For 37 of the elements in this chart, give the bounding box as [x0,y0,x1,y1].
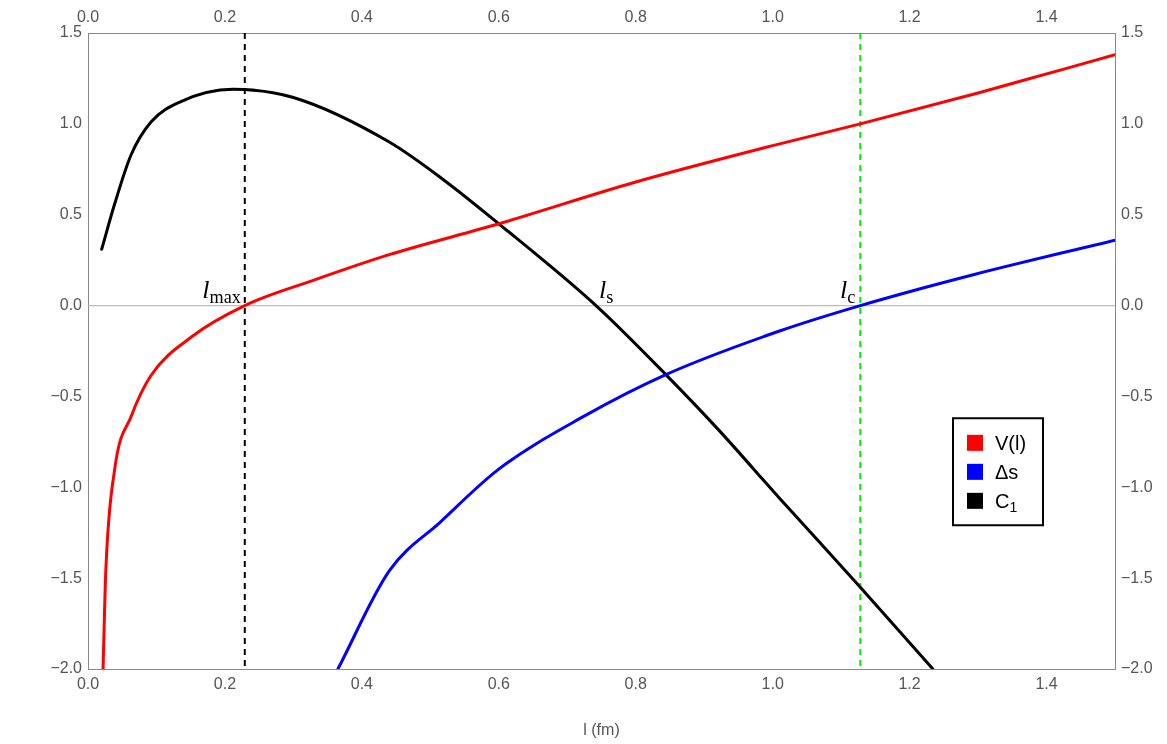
x2-tick-label: 0.2 [213,675,237,693]
x-tick-label: 1.4 [1035,7,1058,25]
x2-tick-label: 0.0 [76,675,100,693]
x2-tick-label: 1.4 [1035,675,1058,693]
y2-tick-label: −1.0 [1121,477,1153,495]
x-tick-label: 1.0 [761,7,784,25]
x-tick-label: 0.6 [487,7,511,25]
x-tick-label: 0.2 [213,7,237,25]
y2-tick-label: −2.0 [1121,659,1153,677]
y2-tick-label: 1.0 [1121,114,1144,132]
y-tick-label: −1.0 [50,477,83,495]
y-tick-label: −2.0 [50,659,83,677]
legend-label: V(l) [995,431,1027,454]
y-tick-label: 1.0 [59,114,83,132]
legend-label: Δs [995,460,1019,483]
x2-tick-label: 1.0 [761,675,784,693]
x2-tick-label: 1.2 [898,675,921,693]
y-tick-label: 1.5 [59,23,83,41]
y2-tick-label: 1.5 [1121,23,1144,41]
x2-tick-label: 0.4 [350,675,374,693]
x-tick-label: 1.2 [898,7,921,25]
x-tick-label: 0.8 [624,7,647,25]
y2-tick-label: 0.0 [1121,295,1144,313]
x2-tick-label: 0.8 [624,675,647,693]
line-series [336,238,1115,669]
y-tick-label: 0.0 [59,295,83,313]
x2-tick-label: 0.6 [487,675,511,693]
y2-tick-label: 0.5 [1121,205,1144,223]
y-tick-label: −1.5 [50,568,83,586]
y2-tick-label: −0.5 [1121,386,1153,404]
y-tick-label: 0.5 [59,205,83,223]
y-tick-label: −0.5 [50,386,83,404]
x-tick-label: 0.4 [350,7,374,25]
x-axis-title: l (fm) [583,720,620,738]
line-series [101,53,1115,669]
y2-tick-label: −1.5 [1121,568,1153,586]
x-tick-label: 0.0 [76,7,100,25]
